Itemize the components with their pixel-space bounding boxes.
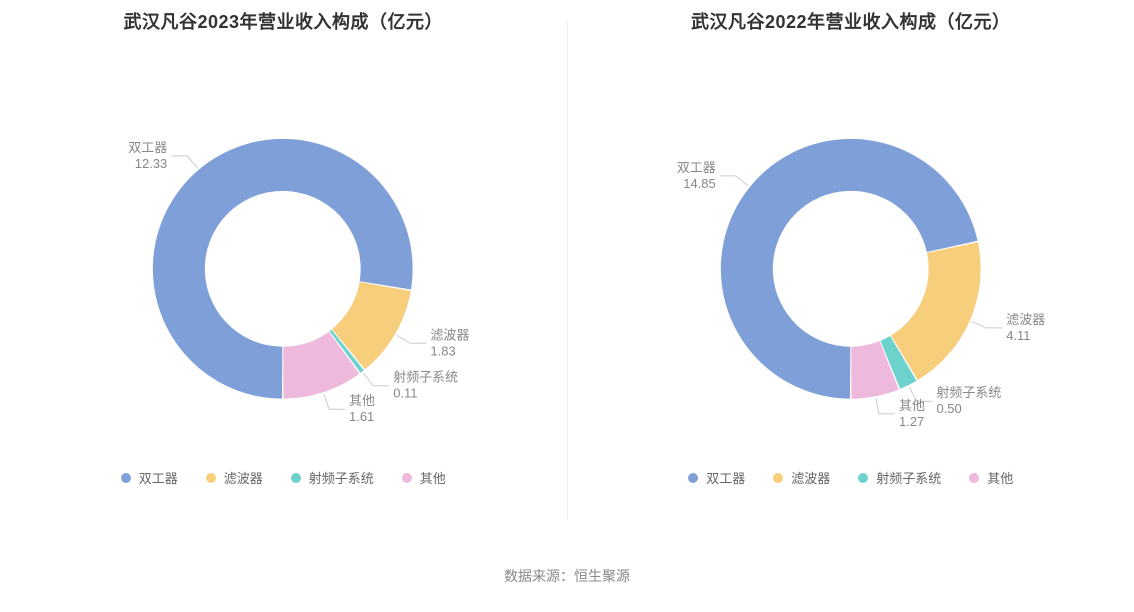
legend-dot-icon: [291, 473, 301, 483]
legend-item[interactable]: 其他: [402, 468, 446, 487]
slice-label-name: 射频子系统: [936, 385, 1001, 400]
leader-line: [171, 156, 197, 168]
legend-left: 双工器 滤波器 射频子系统 其他: [0, 468, 567, 487]
panels-row: 武汉凡谷2023年营业收入构成（亿元） 双工器12.33滤波器1.83射频子系统…: [0, 0, 1134, 560]
leader-line: [397, 335, 427, 343]
slice-label-value: 1.61: [349, 409, 374, 424]
slice-label-name: 其他: [349, 393, 375, 408]
figure-root: 武汉凡谷2023年营业收入构成（亿元） 双工器12.33滤波器1.83射频子系统…: [0, 0, 1134, 612]
slice-label-value: 12.33: [135, 156, 167, 171]
slice-label-value: 4.11: [1006, 328, 1030, 343]
legend-item[interactable]: 滤波器: [206, 468, 263, 487]
slice-label-value: 0.11: [393, 386, 417, 401]
legend-right: 双工器 滤波器 射频子系统 其他: [568, 468, 1134, 487]
chart-title-right: 武汉凡谷2022年营业收入构成（亿元）: [568, 8, 1134, 34]
chart-area-right: 双工器14.85 滤波器4.11 射频子系统0.50 其他1.27: [568, 34, 1134, 464]
legend-dot-icon: [402, 473, 412, 483]
leader-line: [719, 176, 747, 186]
leader-line: [875, 398, 894, 414]
legend-label: 其他: [987, 468, 1013, 487]
slice-label-name: 滤波器: [1006, 312, 1045, 327]
legend-item[interactable]: 双工器: [121, 468, 178, 487]
legend-label: 双工器: [706, 468, 745, 487]
legend-dot-icon: [206, 473, 216, 483]
legend-dot-icon: [121, 473, 131, 483]
slice-label-name: 射频子系统: [393, 370, 458, 385]
panel-left: 武汉凡谷2023年营业收入构成（亿元） 双工器12.33滤波器1.83射频子系统…: [0, 0, 567, 560]
donut-svg-right: 双工器14.85 滤波器4.11 射频子系统0.50 其他1.27: [568, 34, 1134, 464]
legend-label: 双工器: [139, 468, 178, 487]
slice-label-name: 滤波器: [430, 327, 469, 342]
slice-label-name: 双工器: [676, 160, 715, 175]
slice-label-name: 其他: [899, 398, 925, 413]
legend-label: 其他: [420, 468, 446, 487]
slice-label-value: 0.50: [936, 401, 961, 416]
legend-dot-icon: [773, 473, 783, 483]
chart-title-left: 武汉凡谷2023年营业收入构成（亿元）: [0, 8, 567, 34]
data-source-line: 数据来源：恒生聚源: [0, 566, 1134, 586]
legend-label: 滤波器: [791, 468, 830, 487]
leader-line: [971, 322, 1002, 328]
legend-label: 射频子系统: [876, 468, 941, 487]
panel-right: 武汉凡谷2022年营业收入构成（亿元） 双工器14.85滤波器4.11射频子系统…: [568, 0, 1134, 560]
legend-item[interactable]: 射频子系统: [858, 468, 941, 487]
legend-dot-icon: [969, 473, 979, 483]
legend-dot-icon: [688, 473, 698, 483]
leader-line: [324, 394, 345, 409]
slice-label-value: 14.85: [683, 176, 715, 191]
legend-item[interactable]: 双工器: [688, 468, 745, 487]
slice-label-name: 双工器: [128, 140, 167, 155]
leader-line: [363, 373, 389, 386]
legend-item[interactable]: 滤波器: [773, 468, 830, 487]
chart-area-left: 双工器12.33 滤波器1.83 射频子系统0.11 其他1.61: [0, 34, 567, 464]
donut-svg-left: 双工器12.33 滤波器1.83 射频子系统0.11 其他1.61: [0, 34, 566, 464]
slice-label-value: 1.83: [430, 343, 455, 358]
donut-slice: [890, 242, 980, 380]
legend-item[interactable]: 射频子系统: [291, 468, 374, 487]
legend-label: 滤波器: [224, 468, 263, 487]
legend-dot-icon: [858, 473, 868, 483]
legend-label: 射频子系统: [309, 468, 374, 487]
legend-item[interactable]: 其他: [969, 468, 1013, 487]
slice-label-value: 1.27: [899, 414, 924, 429]
